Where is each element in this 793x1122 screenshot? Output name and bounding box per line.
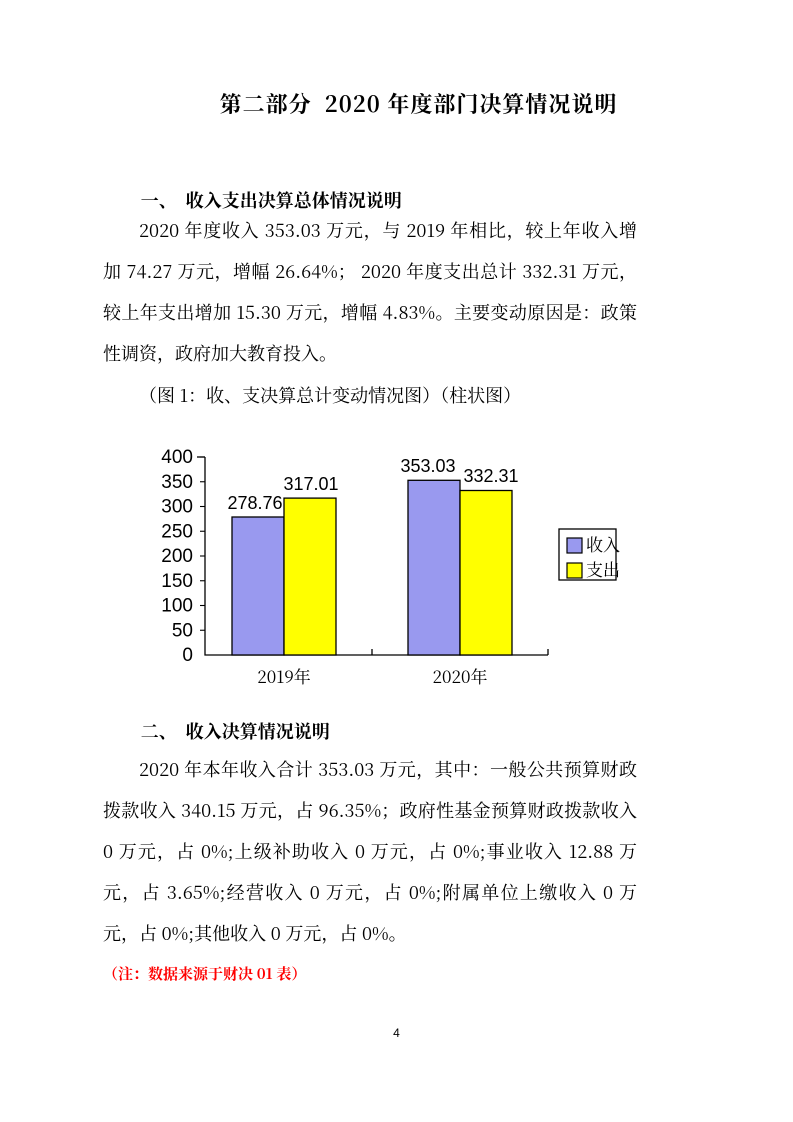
svg-text:350: 350 <box>161 472 193 493</box>
svg-text:332.31: 332.31 <box>463 466 518 486</box>
svg-text:150: 150 <box>161 571 193 592</box>
svg-text:2020年: 2020年 <box>433 663 488 688</box>
svg-text:0: 0 <box>182 645 193 666</box>
svg-text:2019年: 2019年 <box>257 663 311 688</box>
svg-text:50: 50 <box>172 620 193 641</box>
svg-text:353.03: 353.03 <box>400 456 455 476</box>
svg-text:400: 400 <box>161 447 193 468</box>
svg-text:200: 200 <box>161 546 193 567</box>
svg-text:支出: 支出 <box>586 556 620 581</box>
svg-text:317.01: 317.01 <box>283 474 338 494</box>
svg-text:100: 100 <box>161 596 193 617</box>
svg-text:300: 300 <box>161 497 193 518</box>
svg-text:收入: 收入 <box>586 531 620 556</box>
svg-text:278.76: 278.76 <box>227 493 282 513</box>
svg-text:250: 250 <box>161 521 193 542</box>
